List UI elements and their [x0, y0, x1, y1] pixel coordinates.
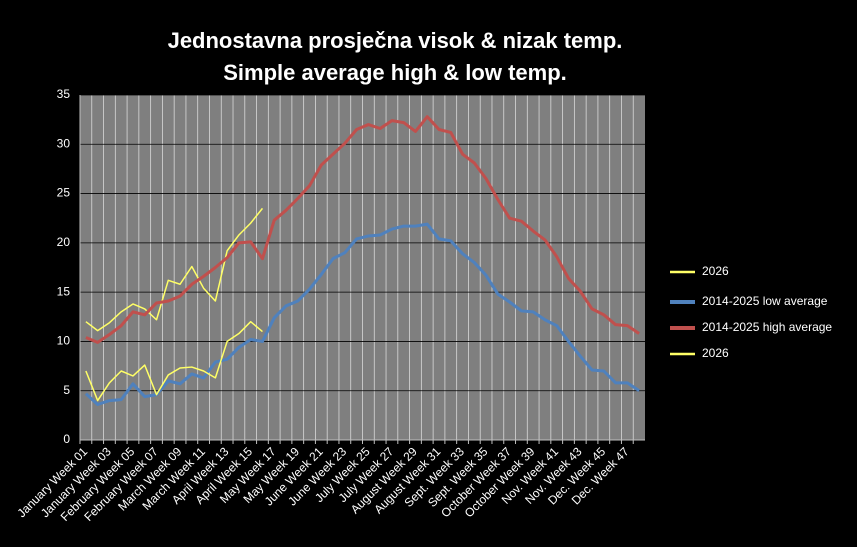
y-tick-label: 0	[63, 432, 70, 446]
series-line	[85, 320, 263, 402]
legend-label: 2026	[702, 346, 729, 360]
legend-label: 2014-2025 low average	[702, 294, 828, 308]
legend-label: 2026	[702, 264, 729, 278]
y-tick-label: 25	[57, 186, 71, 200]
series-line	[85, 115, 640, 344]
series-line	[85, 207, 264, 332]
y-tick-label: 30	[57, 136, 71, 150]
chart-subtitle: Simple average high & low temp.	[223, 60, 567, 85]
y-tick-label: 10	[57, 334, 71, 348]
y-tick-label: 15	[57, 284, 71, 298]
y-tick-label: 35	[57, 87, 71, 101]
chart-title: Jednostavna prosječna visok & nizak temp…	[168, 28, 623, 53]
legend-label: 2014-2025 high average	[702, 320, 832, 334]
y-tick-label: 5	[63, 383, 70, 397]
series-line	[84, 222, 640, 407]
y-tick-label: 20	[57, 235, 71, 249]
